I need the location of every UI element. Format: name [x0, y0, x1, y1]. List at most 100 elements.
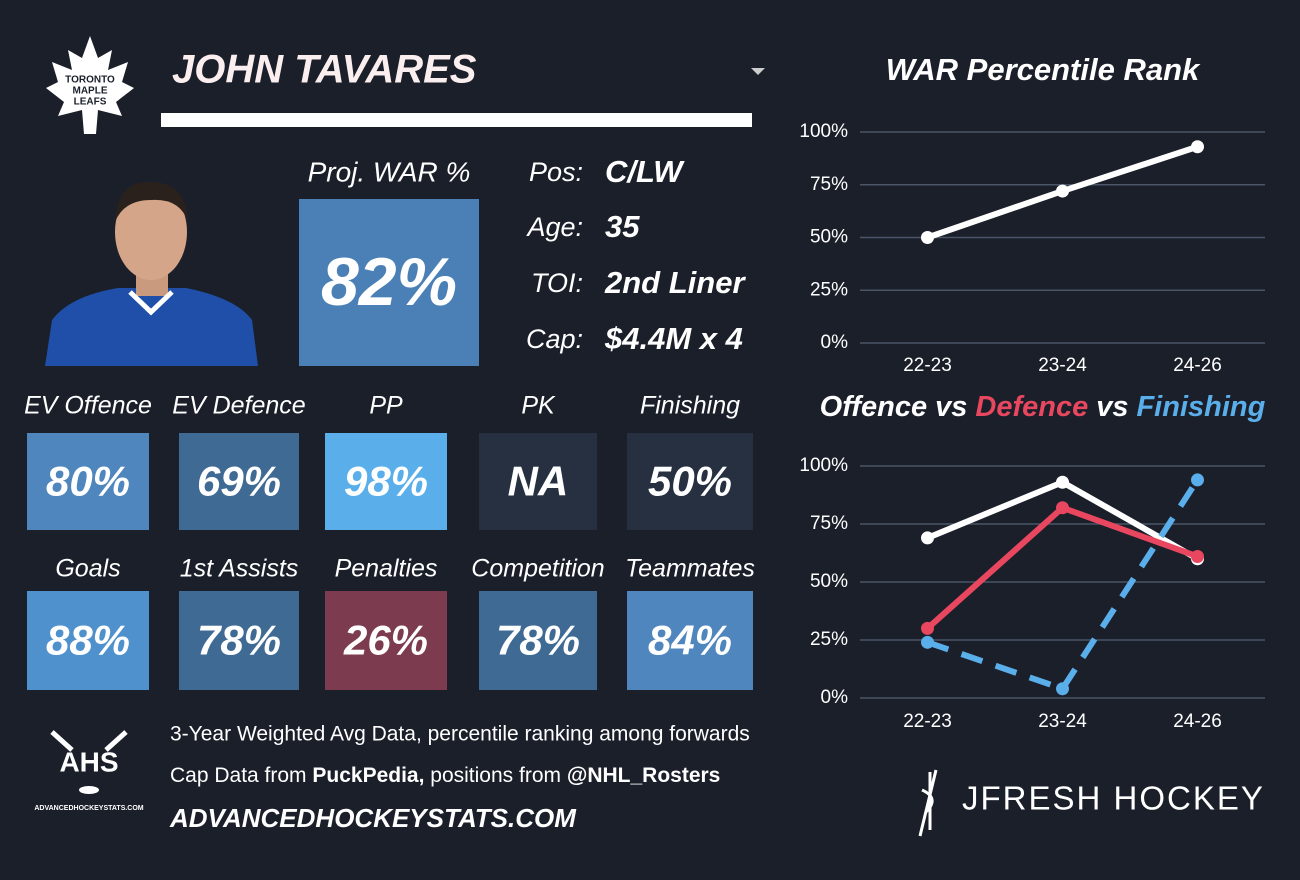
projection-label: Proj. WAR % [308, 156, 471, 187]
series-point [1056, 475, 1069, 489]
tile-value: NA [508, 458, 569, 505]
projection-value: 82% [321, 244, 457, 320]
jersey [45, 288, 258, 366]
collar [128, 290, 174, 316]
info-label: Cap: [526, 324, 583, 354]
tile-label: 1st Assists [180, 555, 299, 583]
y-tick-label: 75% [810, 174, 848, 195]
legend-entry: Finishing [1136, 391, 1265, 423]
info-value: 2nd Liner [604, 265, 746, 300]
hair [115, 181, 188, 222]
info-value: C/LW [605, 154, 685, 189]
tile-label: PP [369, 392, 403, 420]
tile-label: Penalties [335, 555, 438, 583]
ahs-logo-text: AHS [59, 746, 118, 777]
tile-label: Goals [55, 555, 120, 583]
tile-value: 50% [648, 458, 732, 505]
tile-label: Finishing [640, 392, 740, 420]
player-name: JOHN TAVARES [172, 48, 477, 92]
team-logo: TORONTO MAPLE LEAFS [46, 36, 134, 134]
tile-value: 88% [46, 617, 130, 664]
legend-entry: Defence [975, 391, 1088, 423]
tile-box [479, 591, 597, 690]
tile-value: 78% [197, 617, 281, 664]
chart-title: WAR Percentile Rank [886, 52, 1201, 87]
title-separator: vs [1096, 391, 1128, 423]
tile-value: 78% [496, 617, 580, 664]
y-tick-label: 100% [799, 121, 848, 142]
y-tick-label: 100% [799, 455, 848, 476]
tile-value: 80% [46, 458, 130, 505]
x-tick-label: 23-24 [1038, 711, 1087, 732]
tile-box [179, 433, 299, 530]
x-tick-label: 24-26 [1173, 711, 1222, 732]
tile-value: 84% [648, 617, 732, 664]
footer-part: Cap Data from [170, 764, 312, 787]
head [115, 184, 187, 280]
footer-part: positions from [424, 764, 566, 787]
footer-part: @NHL_Rosters [567, 764, 721, 787]
puck [79, 786, 99, 794]
tile-box [627, 591, 753, 690]
footer-line: 3-Year Weighted Avg Data, percentile ran… [170, 723, 750, 746]
series-point [1191, 549, 1204, 563]
footer-part: PuckPedia, [312, 764, 424, 787]
tile-box [325, 591, 447, 690]
info-label: Pos: [529, 157, 583, 187]
tile-value: 98% [344, 458, 428, 505]
x-tick-label: 24-26 [1173, 355, 1222, 376]
y-tick-label: 75% [810, 513, 848, 534]
series-point [1056, 184, 1069, 198]
legend-entry: Offence [820, 391, 927, 423]
info-value: $4.4M x 4 [604, 321, 743, 356]
ahs-logo [50, 730, 128, 794]
logo-text: TORONTO [65, 75, 115, 86]
tile-label: Competition [471, 555, 604, 583]
series-line [926, 478, 1201, 692]
logo-text: LEAFS [74, 97, 107, 108]
info-label: TOI: [531, 268, 583, 298]
series-point [1191, 140, 1204, 154]
tile-label: PK [521, 392, 556, 420]
info-label: Age: [525, 212, 583, 242]
brand: JFRESH HOCKEY [962, 780, 1265, 817]
tile-box [479, 433, 597, 530]
chart-title: Offence vs Defence vs Finishing [820, 391, 1266, 423]
tile-box [325, 433, 447, 530]
website: ADVANCEDHOCKEYSTATS.COM [169, 803, 577, 833]
tile-value: 69% [197, 458, 281, 505]
jfresh-logo [918, 769, 938, 837]
series-point [921, 621, 934, 635]
tile-label: Teammates [625, 555, 755, 583]
x-tick-label: 22-23 [903, 355, 952, 376]
projection-box [299, 199, 479, 366]
y-tick-label: 0% [821, 332, 849, 353]
info-value: 35 [605, 209, 640, 244]
y-tick-label: 50% [810, 227, 848, 248]
tile-box [627, 433, 753, 530]
player-photo [45, 181, 258, 366]
series-point [1056, 501, 1069, 515]
tile-label: EV Offence [24, 392, 152, 420]
tile-box [27, 591, 149, 690]
y-tick-label: 0% [821, 687, 849, 708]
footer-line: Cap Data from PuckPedia, positions from … [170, 764, 720, 787]
ahs-logo-caption: ADVANCEDHOCKEYSTATS.COM [34, 805, 143, 812]
y-tick-label: 25% [810, 629, 848, 650]
logo-text: MAPLE [73, 86, 108, 97]
series-point [1056, 682, 1069, 696]
tile-box [27, 433, 149, 530]
dropdown-arrow[interactable] [751, 68, 765, 75]
series-point [1191, 473, 1204, 487]
series-point [921, 531, 934, 545]
x-tick-label: 22-23 [903, 711, 952, 732]
series-point [921, 635, 934, 649]
title-separator: vs [935, 391, 967, 423]
name-underline [161, 113, 752, 127]
tile-value: 26% [343, 617, 428, 664]
y-tick-label: 25% [810, 279, 848, 300]
maple-leaf [46, 36, 134, 134]
x-tick-label: 23-24 [1038, 355, 1087, 376]
y-tick-label: 50% [810, 571, 848, 592]
